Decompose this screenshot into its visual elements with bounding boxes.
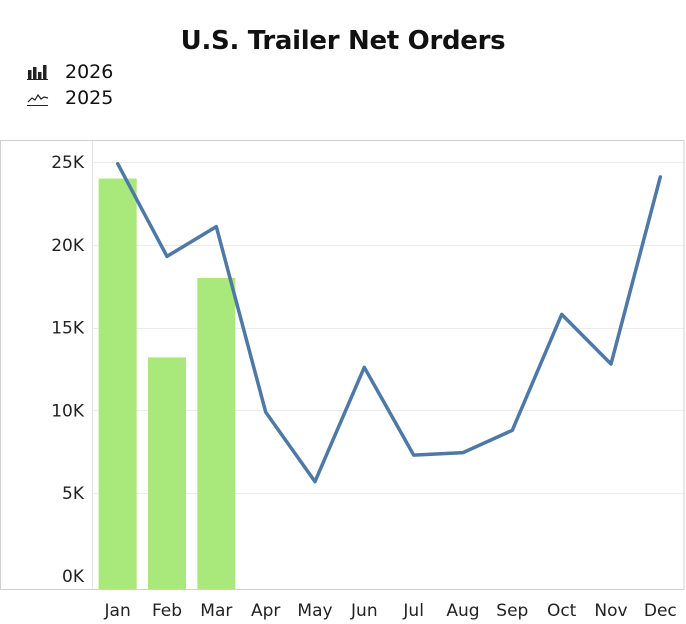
gridlines [92, 140, 684, 589]
x-tick-label: Aug [446, 601, 479, 621]
x-tick-label: Jul [402, 601, 424, 621]
bar-jan[interactable] [98, 178, 137, 589]
y-tick-label: 0K [62, 567, 85, 587]
x-tick-label: Jan [104, 601, 131, 621]
x-tick-label: May [297, 601, 332, 621]
x-axis: Jan Feb Mar Apr May Jun Jul Aug Sep Oct Nov Dec [104, 601, 677, 621]
line-series-2025 [115, 161, 663, 484]
y-tick-label: 20K [51, 236, 85, 256]
plot-frame [0, 140, 685, 590]
y-tick-label: 10K [51, 401, 85, 421]
legend-item-2026[interactable]: 2026 [27, 59, 113, 85]
x-tick-label: Sep [496, 601, 528, 621]
legend: 2026 2025 [27, 59, 113, 111]
line-chart-icon [27, 93, 49, 106]
legend-label-2026: 2026 [65, 61, 114, 83]
x-tick-label: Dec [644, 601, 677, 621]
x-tick-label: Jun [350, 601, 378, 621]
x-tick-label: Apr [251, 601, 280, 621]
x-tick-label: Oct [547, 601, 577, 621]
y-tick-label: 5K [62, 484, 85, 504]
chart-title: U.S. Trailer Net Orders [180, 26, 506, 56]
bar-mar[interactable] [197, 277, 236, 589]
x-tick-label: Nov [594, 601, 627, 621]
y-tick-label: 25K [51, 153, 85, 173]
line-path-2025[interactable] [115, 161, 663, 484]
legend-label-2025: 2025 [65, 87, 114, 109]
legend-item-2025[interactable]: 2025 [27, 85, 113, 111]
y-tick-label: 15K [51, 319, 85, 339]
bar-feb[interactable] [148, 357, 186, 589]
y-axis: 0K 5K 10K 15K 20K 25K [51, 153, 85, 587]
x-tick-label: Mar [200, 601, 232, 621]
x-tick-label: Feb [152, 601, 182, 621]
bar-chart-icon [27, 65, 48, 80]
bar-series-2026 [98, 178, 236, 589]
